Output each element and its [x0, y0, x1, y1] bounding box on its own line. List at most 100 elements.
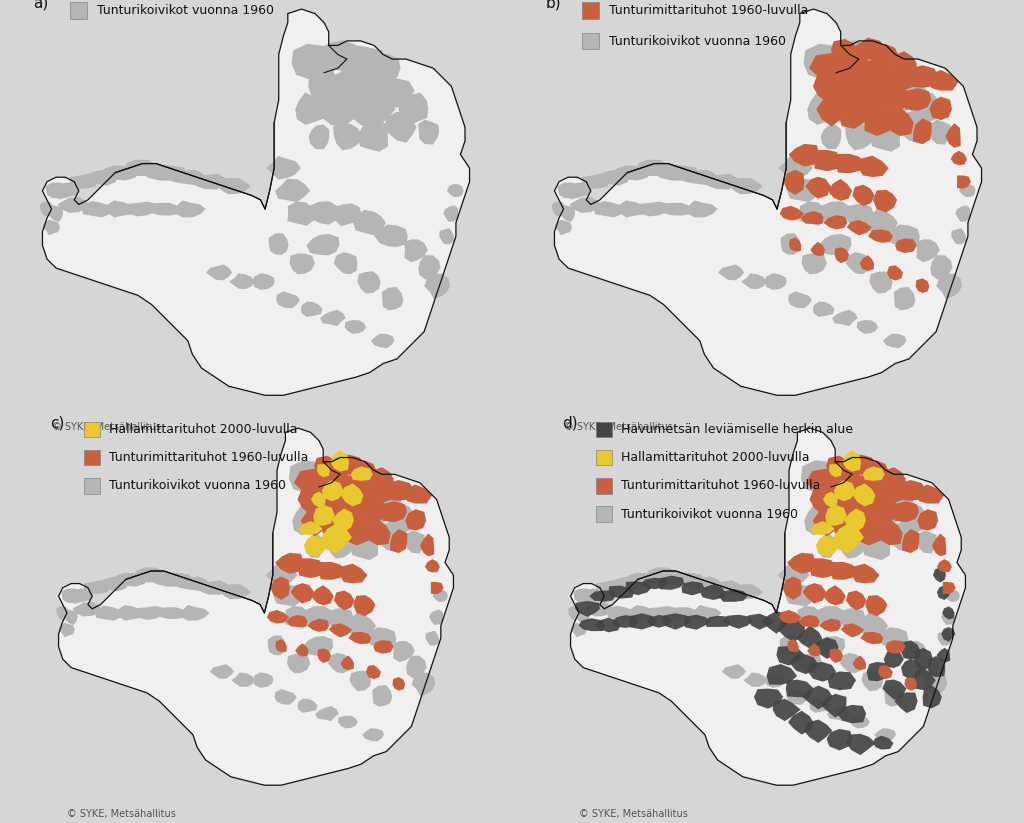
Polygon shape [43, 220, 60, 235]
Polygon shape [374, 640, 393, 653]
Text: Tunturimittarituhot 1960-luvulla: Tunturimittarituhot 1960-luvulla [109, 451, 308, 464]
Polygon shape [748, 614, 775, 630]
Polygon shape [857, 320, 878, 334]
Polygon shape [886, 640, 905, 653]
Polygon shape [319, 309, 346, 326]
Polygon shape [295, 92, 328, 125]
Polygon shape [895, 239, 916, 253]
Polygon shape [398, 93, 428, 125]
Polygon shape [381, 501, 408, 522]
Polygon shape [375, 225, 408, 247]
Polygon shape [134, 567, 170, 583]
Polygon shape [896, 480, 927, 501]
Polygon shape [845, 509, 866, 532]
Polygon shape [811, 558, 836, 578]
Polygon shape [253, 672, 273, 688]
Polygon shape [883, 467, 905, 489]
Polygon shape [439, 228, 454, 244]
Polygon shape [268, 233, 289, 255]
Text: Havumetsän leviämiselle herkin alue: Havumetsän leviämiselle herkin alue [621, 423, 853, 436]
Polygon shape [800, 202, 830, 226]
Polygon shape [46, 183, 68, 198]
Polygon shape [292, 44, 336, 81]
Polygon shape [412, 672, 435, 696]
Polygon shape [719, 589, 748, 602]
Polygon shape [353, 595, 376, 616]
Polygon shape [594, 618, 621, 632]
Polygon shape [384, 480, 415, 501]
Polygon shape [691, 605, 722, 621]
Polygon shape [844, 454, 877, 475]
Polygon shape [904, 677, 918, 690]
Polygon shape [311, 491, 326, 508]
Polygon shape [173, 200, 206, 217]
Polygon shape [938, 630, 951, 645]
Polygon shape [851, 45, 896, 84]
Polygon shape [646, 615, 673, 628]
Polygon shape [816, 486, 848, 514]
Polygon shape [554, 9, 982, 395]
Polygon shape [809, 53, 852, 81]
Polygon shape [301, 301, 323, 317]
Polygon shape [732, 584, 763, 599]
Polygon shape [831, 562, 859, 580]
Polygon shape [685, 200, 718, 217]
Bar [582, 33, 599, 49]
Polygon shape [267, 635, 286, 655]
Polygon shape [865, 469, 901, 496]
Polygon shape [783, 170, 805, 195]
Polygon shape [253, 273, 274, 290]
Polygon shape [851, 38, 886, 59]
Polygon shape [839, 56, 869, 85]
Polygon shape [859, 255, 874, 271]
Text: © SYKE, Metsähallitus: © SYKE, Metsähallitus [563, 422, 673, 432]
Polygon shape [826, 729, 852, 751]
Text: © SYKE, Metsähallitus: © SYKE, Metsähallitus [51, 422, 161, 432]
Polygon shape [311, 585, 334, 606]
Polygon shape [817, 535, 836, 558]
Polygon shape [918, 509, 938, 531]
Polygon shape [305, 535, 324, 558]
Polygon shape [861, 671, 884, 691]
Polygon shape [151, 202, 179, 216]
Polygon shape [626, 581, 651, 595]
Polygon shape [431, 582, 443, 594]
Polygon shape [687, 577, 722, 591]
Polygon shape [311, 457, 350, 486]
Polygon shape [328, 653, 349, 673]
Polygon shape [304, 486, 336, 514]
Bar [596, 450, 611, 465]
Polygon shape [754, 689, 783, 709]
Polygon shape [229, 273, 256, 289]
Polygon shape [585, 602, 616, 616]
Polygon shape [301, 504, 332, 537]
Polygon shape [663, 202, 691, 216]
Polygon shape [348, 632, 372, 644]
Polygon shape [718, 264, 744, 281]
Polygon shape [402, 485, 432, 504]
Polygon shape [945, 123, 961, 147]
Polygon shape [48, 206, 63, 222]
Polygon shape [373, 685, 392, 707]
Polygon shape [337, 493, 369, 523]
Polygon shape [955, 205, 971, 222]
Polygon shape [857, 515, 884, 546]
Polygon shape [418, 119, 439, 145]
Polygon shape [886, 77, 927, 108]
Text: b): b) [546, 0, 561, 11]
Polygon shape [873, 736, 894, 750]
Polygon shape [392, 677, 406, 690]
Polygon shape [702, 174, 742, 189]
Polygon shape [332, 454, 365, 475]
Polygon shape [808, 662, 837, 681]
Polygon shape [884, 107, 913, 136]
Polygon shape [346, 91, 395, 127]
Polygon shape [834, 511, 864, 539]
Text: Tunturimittarituhot 1960-luvulla: Tunturimittarituhot 1960-luvulla [621, 479, 820, 492]
Polygon shape [303, 636, 333, 656]
Polygon shape [267, 610, 290, 624]
Polygon shape [839, 608, 865, 629]
Polygon shape [941, 627, 955, 642]
Polygon shape [859, 156, 889, 177]
Polygon shape [853, 656, 866, 670]
